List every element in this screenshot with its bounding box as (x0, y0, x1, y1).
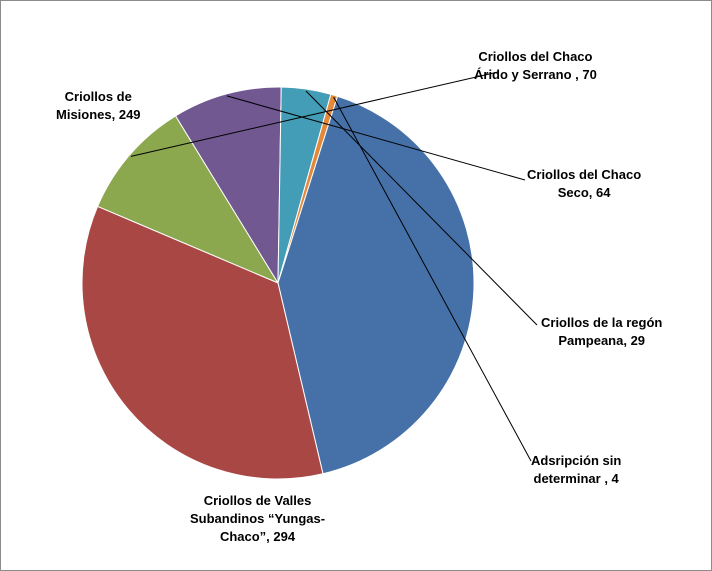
data-label-sin-determinar: Adsripción sin determinar , 4 (531, 452, 621, 488)
leader-line-3 (333, 96, 532, 462)
pie-slice-0 (97, 115, 279, 284)
pie-slices (81, 86, 475, 480)
data-label-valles-subandinos: Criollos de Valles Subandinos “Yungas- C… (190, 492, 325, 546)
leader-line-2 (305, 90, 538, 326)
leader-line-0 (130, 71, 499, 157)
leader-lines (130, 71, 538, 462)
data-label-line: Adsripción sin (531, 453, 622, 468)
data-label-line: Chaco”, 294 (219, 529, 296, 544)
data-label-line: Criollos del Chaco (527, 167, 642, 182)
data-label-line: Criollos del Chaco (478, 49, 593, 64)
data-label-line: Árido y Serrano , 70 (474, 67, 597, 82)
data-label-line: Criollos de la regón (541, 315, 663, 330)
data-label-misiones: Criollos de Misiones, 249 (56, 88, 141, 124)
data-label-line: Subandinos “Yungas- (190, 511, 326, 526)
data-label-chaco-arido: Criollos del Chaco Árido y Serrano , 70 (474, 48, 597, 84)
data-label-line: determinar , 4 (533, 471, 619, 486)
data-label-pampeana: Criollos de la regón Pampeana, 29 (541, 314, 662, 350)
data-label-line: Pampeana, 29 (558, 333, 646, 348)
pie-slice-4 (277, 95, 475, 475)
data-label-line: Seco, 64 (557, 185, 611, 200)
data-label-line: Criollos de (64, 89, 132, 104)
data-label-line: Criollos de Valles (203, 493, 312, 508)
data-label-line: Misiones, 249 (56, 107, 141, 122)
pie-slice-1 (175, 86, 282, 284)
leader-line-1 (226, 95, 526, 181)
pie-slice-5 (81, 205, 324, 480)
data-label-chaco-seco: Criollos del Chaco Seco, 64 (527, 166, 641, 202)
